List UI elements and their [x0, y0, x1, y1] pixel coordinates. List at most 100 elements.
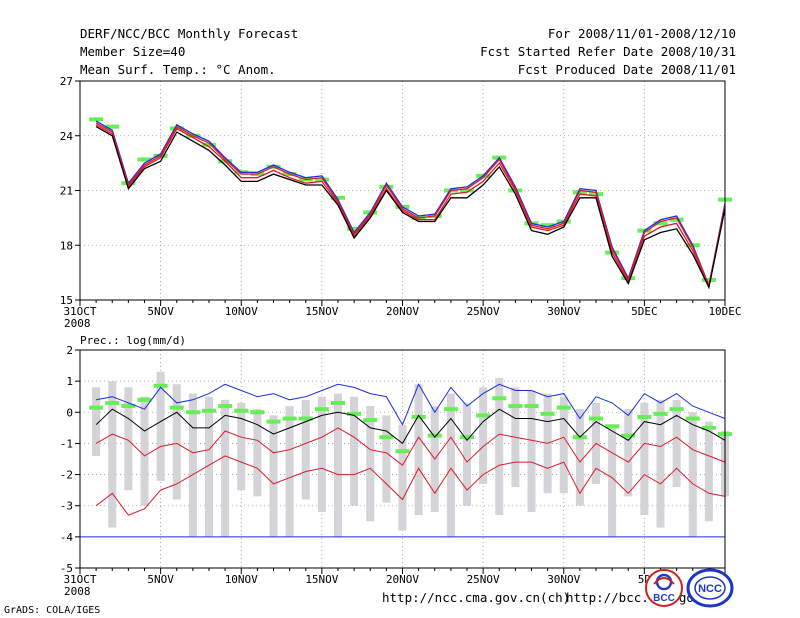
median-marker [701, 425, 716, 430]
series-line-upper [95, 120, 726, 288]
median-marker [137, 397, 152, 402]
ncc-url[interactable]: http://ncc.cma.gov.cn(ch) [382, 590, 571, 605]
y-tick-label: 18 [60, 239, 73, 252]
y-tick-label: -2 [60, 469, 73, 482]
median-marker [218, 404, 233, 409]
forecast-produced-date: Fcst Produced Date 2008/11/01 [517, 62, 736, 77]
median-marker [411, 414, 426, 419]
series-line-lower [95, 126, 726, 290]
spread-bar [624, 409, 633, 497]
median-marker [492, 396, 507, 401]
spread-bar [704, 421, 713, 522]
ncc-logo: NCC [686, 568, 734, 608]
spread-bar [382, 415, 391, 503]
x-tick-label: 10NOV [225, 573, 258, 586]
median-marker [347, 411, 362, 416]
median-marker [298, 416, 313, 421]
x-tick-label: 20NOV [386, 573, 419, 586]
spread-bar [221, 399, 230, 537]
y-tick-label: 15 [60, 294, 73, 307]
median-marker [363, 418, 378, 423]
spread-bar [446, 393, 455, 537]
median-marker [443, 407, 458, 412]
x-tick-label: 10NOV [225, 305, 258, 318]
spread-bar [269, 415, 278, 537]
x-tick-label: 25NOV [467, 573, 500, 586]
y-tick-label: 24 [60, 130, 74, 143]
median-marker [202, 142, 216, 147]
median-marker [605, 424, 620, 429]
x-tick-label: 31OCT [63, 573, 96, 586]
series-line-lower-mid [95, 427, 726, 466]
x-tick-label: 30NOV [547, 573, 580, 586]
y-tick-label: 0 [66, 406, 73, 419]
median-marker [637, 414, 652, 419]
series-line-lower-mid [95, 124, 726, 290]
variable-top: Mean Surf. Temp.: °C Anom. [80, 62, 276, 77]
median-marker [266, 419, 281, 424]
median-marker [169, 405, 184, 410]
spread-bar [398, 424, 407, 531]
spread-bar [92, 387, 101, 456]
spread-bar [575, 409, 584, 506]
median-marker [331, 400, 345, 405]
spread-bar [463, 402, 471, 506]
x-tick-label: 5DEC [631, 305, 658, 318]
spread-bar [527, 390, 536, 512]
y-tick-label: 27 [60, 75, 73, 88]
spread-bar [317, 396, 326, 512]
spread-bar [672, 399, 681, 488]
median-marker [395, 449, 410, 454]
spread-bar [253, 409, 262, 497]
median-marker [653, 221, 668, 226]
x-tick-label: 5NOV [147, 573, 174, 586]
x-tick-label: 20NOV [386, 305, 419, 318]
ncc-logo-text: NCC [698, 583, 722, 595]
median-marker [250, 410, 265, 415]
median-marker [202, 408, 216, 413]
chart-title: DERF/NCC/BCC Monthly Forecast [80, 26, 299, 41]
x-tick-label: 10DEC [708, 305, 741, 318]
median-marker [105, 400, 120, 405]
spread-bar [495, 378, 504, 516]
series-line-max [96, 383, 726, 426]
median-marker [185, 410, 200, 415]
median-marker [621, 433, 636, 438]
median-marker [701, 277, 716, 282]
bcc-logo: BCC [645, 569, 683, 607]
panel-precipitation [75, 349, 732, 574]
median-marker [347, 226, 362, 231]
median-marker [460, 188, 474, 193]
spread-bar [559, 396, 568, 494]
spread-bar [124, 387, 133, 491]
median-marker [379, 435, 394, 440]
y-tick-label: 21 [60, 185, 73, 198]
x-tick-label: 15NOV [305, 573, 338, 586]
median-marker [331, 195, 345, 200]
median-marker [556, 405, 571, 410]
median-marker [669, 407, 684, 412]
bcc-logo-text: BCC [653, 593, 675, 604]
median-marker [572, 190, 587, 195]
spread-bar [366, 406, 375, 522]
precip-panel-title: Prec.: log(mm/d) [80, 334, 186, 347]
member-size: Member Size=40 [80, 44, 186, 59]
spread-bar [656, 399, 665, 528]
bcc-url[interactable]: http://bcc.cma.gov.cn [566, 590, 725, 605]
spread-bar [188, 393, 197, 537]
median-marker [508, 404, 523, 409]
median-marker [234, 408, 249, 413]
x-tick-label: 30NOV [547, 305, 580, 318]
grads-credit: GrADS: COLA/IGES [4, 605, 101, 616]
y-tick-label: -1 [60, 437, 73, 450]
median-marker [669, 217, 684, 222]
spread-bar [172, 384, 181, 500]
median-marker [540, 223, 555, 228]
spread-bar [479, 387, 488, 484]
median-marker [153, 383, 168, 388]
spread-bar [688, 412, 697, 537]
median-marker [685, 416, 700, 421]
y-tick-label: -4 [60, 531, 74, 544]
spread-bar [140, 396, 149, 506]
spread-bar [156, 371, 165, 481]
